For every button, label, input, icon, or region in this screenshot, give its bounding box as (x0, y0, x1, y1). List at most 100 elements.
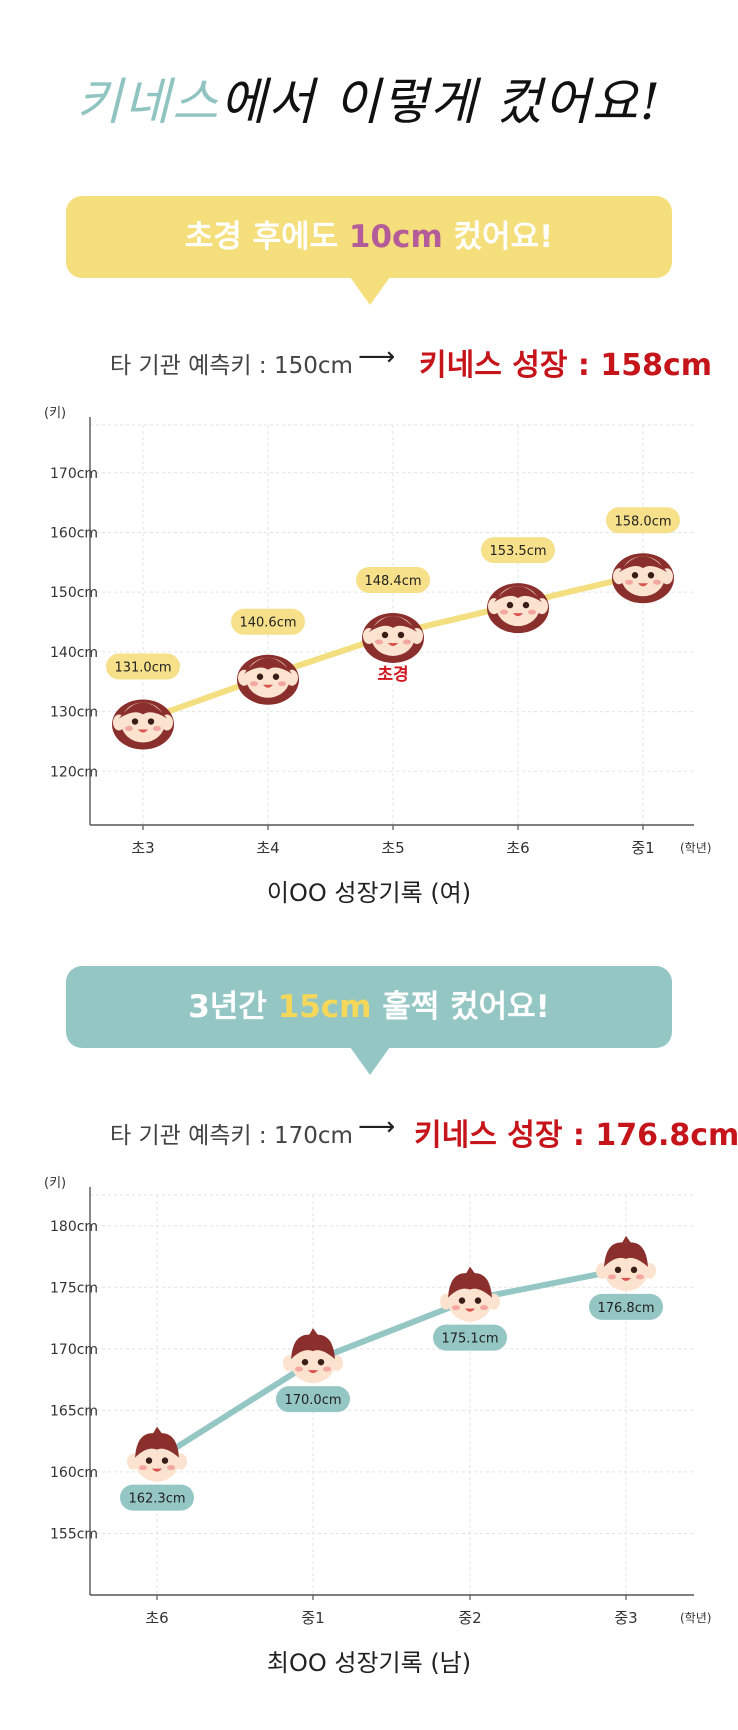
eye-right (522, 601, 530, 609)
boy-face-icon (440, 1266, 500, 1322)
data-label-badge (231, 608, 305, 635)
x-tick-label: 초4 (256, 839, 279, 857)
y-tick-label: 150cm (50, 585, 98, 601)
x-tick-label: 중3 (614, 1609, 637, 1627)
data-label: 176.8cm (597, 1301, 654, 1316)
kiness-result: 키네스 성장 : 158cm (419, 348, 712, 383)
eye-left (381, 631, 389, 639)
cheek-right (653, 579, 661, 585)
cheek-right (528, 609, 536, 615)
data-label: 140.6cm (239, 616, 296, 631)
data-label-badge (481, 537, 555, 564)
y-tick-label: 120cm (50, 764, 98, 780)
eye-left (614, 1266, 622, 1274)
mouth (138, 729, 148, 733)
banner-section2: 3년간 15cm 훌쩍 컸어요! (66, 966, 672, 1048)
x-tick-label: 초5 (381, 839, 404, 857)
data-label-badge (356, 566, 430, 593)
data-label: 162.3cm (128, 1492, 185, 1507)
cheek-left (608, 1274, 616, 1280)
cheek-right (167, 1465, 175, 1471)
eye-right (474, 1297, 482, 1304)
x-axis-label: (학년) (680, 841, 711, 855)
y-tick-label: 140cm (50, 645, 98, 661)
cheek-left (375, 639, 383, 645)
eye-left (145, 1457, 153, 1464)
x-tick-label: 초6 (145, 1609, 168, 1627)
eye-right (317, 1358, 325, 1366)
hair-top (135, 1433, 179, 1458)
eye-right (397, 631, 405, 639)
right-arrow-icon: ⟶ (358, 1112, 396, 1142)
cheek-left (250, 681, 258, 687)
hair-bangs (619, 556, 667, 573)
eye-right (161, 1457, 169, 1464)
chart-svg: 120cm 130cm 140cm 150cm 160cm 170cm (키) (학년) 초3 초… (44, 406, 711, 857)
face (448, 1281, 492, 1322)
banner-pointer (350, 277, 390, 305)
y-axis-label: (키) (44, 406, 66, 421)
banner-pointer (350, 1047, 390, 1075)
y-tick-label: 170cm (50, 1342, 98, 1358)
y-tick-label: 130cm (50, 705, 98, 721)
banner-section1: 초경 후에도 10cm 컸어요! (66, 196, 672, 278)
x-tick-label: 초6 (506, 839, 529, 857)
chart-svg: 155cm 160cm 165cm 170cm 175cm 180cm (키) (학년) 초6 중… (44, 1176, 711, 1627)
cheek-right (323, 1366, 331, 1372)
eye-left (301, 1358, 309, 1366)
other-prediction: 타 기관 예측키 : 170cm (110, 1123, 353, 1149)
cheek-right (636, 1274, 644, 1280)
cheek-left (452, 1305, 460, 1311)
headline-rest: 에서 이렇게 컸어요! (220, 73, 662, 131)
kiness-result: 키네스 성장 : 176.8cm (414, 1118, 738, 1153)
girl-face-icon (112, 699, 174, 750)
eye-right (272, 673, 280, 680)
mouth (638, 583, 648, 587)
other-prediction: 타 기관 예측키 : 150cm (110, 353, 353, 379)
girl-face-icon (612, 553, 674, 604)
hair-tuft (153, 1426, 162, 1434)
cheek-left (500, 609, 508, 615)
data-label: 170.0cm (284, 1393, 341, 1408)
hair-bangs (244, 657, 292, 674)
hair-bangs (369, 615, 417, 632)
hair-bangs (494, 586, 542, 603)
series-line (154, 1265, 629, 1463)
growth-chart-boy: 155cm 160cm 165cm 170cm 175cm 180cm (키) (학년) 초6 중… (0, 1170, 738, 1627)
y-axis-label: (키) (44, 1176, 66, 1191)
data-label-badge (276, 1386, 350, 1413)
girl-face-icon (487, 583, 549, 634)
data-label-badge (120, 1484, 194, 1511)
banner-text-pre: 초경 후에도 (184, 219, 349, 255)
eye-left (256, 673, 264, 680)
y-tick-label: 180cm (50, 1219, 98, 1235)
banner-text-post: 훌쩍 컸어요! (371, 989, 550, 1025)
face (135, 1441, 179, 1482)
mouth (152, 1468, 162, 1472)
banner-text-pre: 3년간 (188, 989, 278, 1025)
cheek-left (625, 579, 633, 585)
y-tick-label: 160cm (50, 1465, 98, 1481)
data-label: 175.1cm (441, 1332, 498, 1347)
cheek-left (125, 726, 133, 732)
chart-caption: 이OO 성장기록 (여) (266, 879, 472, 907)
girl-face-icon (362, 612, 424, 663)
hair-tuft (466, 1266, 475, 1274)
cheek-left (139, 1465, 147, 1471)
mouth (465, 1308, 475, 1312)
cheek-right (403, 639, 411, 645)
face (604, 1250, 648, 1291)
hair-tuft (309, 1328, 318, 1336)
data-label-badge (106, 653, 180, 680)
mouth (513, 613, 523, 617)
annotation-label: 초경 (377, 665, 408, 685)
data-label: 148.4cm (364, 574, 421, 589)
y-tick-label: 175cm (50, 1280, 98, 1296)
eye-left (506, 601, 514, 609)
y-tick-label: 155cm (50, 1526, 98, 1542)
hair-top (448, 1273, 492, 1298)
y-tick-label: 170cm (50, 466, 98, 482)
data-label-badge (606, 507, 680, 534)
face (291, 1343, 335, 1384)
